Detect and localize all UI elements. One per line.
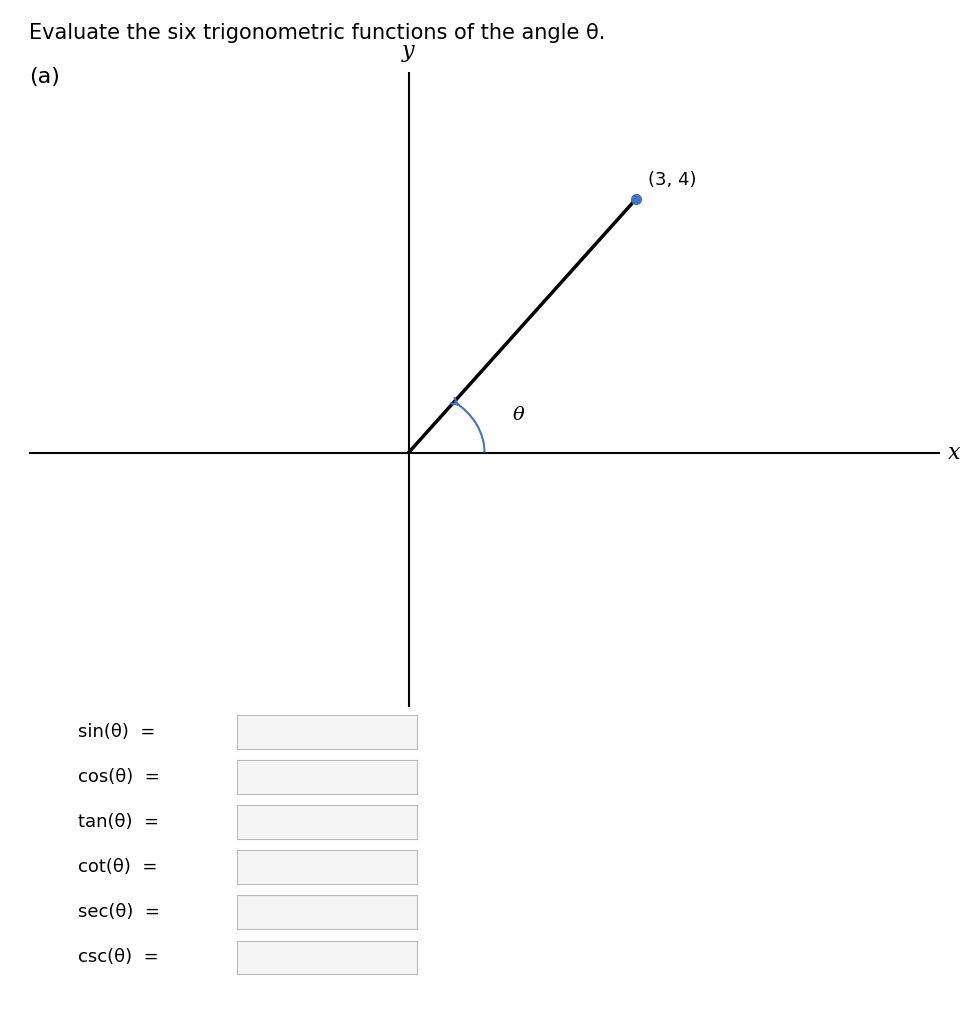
Text: Evaluate the six trigonometric functions of the angle θ.: Evaluate the six trigonometric functions…: [29, 23, 606, 43]
Text: tan(θ)  =: tan(θ) =: [78, 813, 159, 831]
Text: y: y: [402, 40, 415, 62]
Text: (a): (a): [29, 67, 60, 87]
Text: sec(θ)  =: sec(θ) =: [78, 903, 159, 922]
Text: cos(θ)  =: cos(θ) =: [78, 768, 159, 786]
Text: (3, 4): (3, 4): [647, 171, 696, 189]
Text: sin(θ)  =: sin(θ) =: [78, 723, 155, 741]
Text: θ: θ: [513, 407, 525, 424]
Text: x: x: [948, 441, 960, 464]
Text: cot(θ)  =: cot(θ) =: [78, 858, 157, 877]
Text: csc(θ)  =: csc(θ) =: [78, 948, 158, 967]
